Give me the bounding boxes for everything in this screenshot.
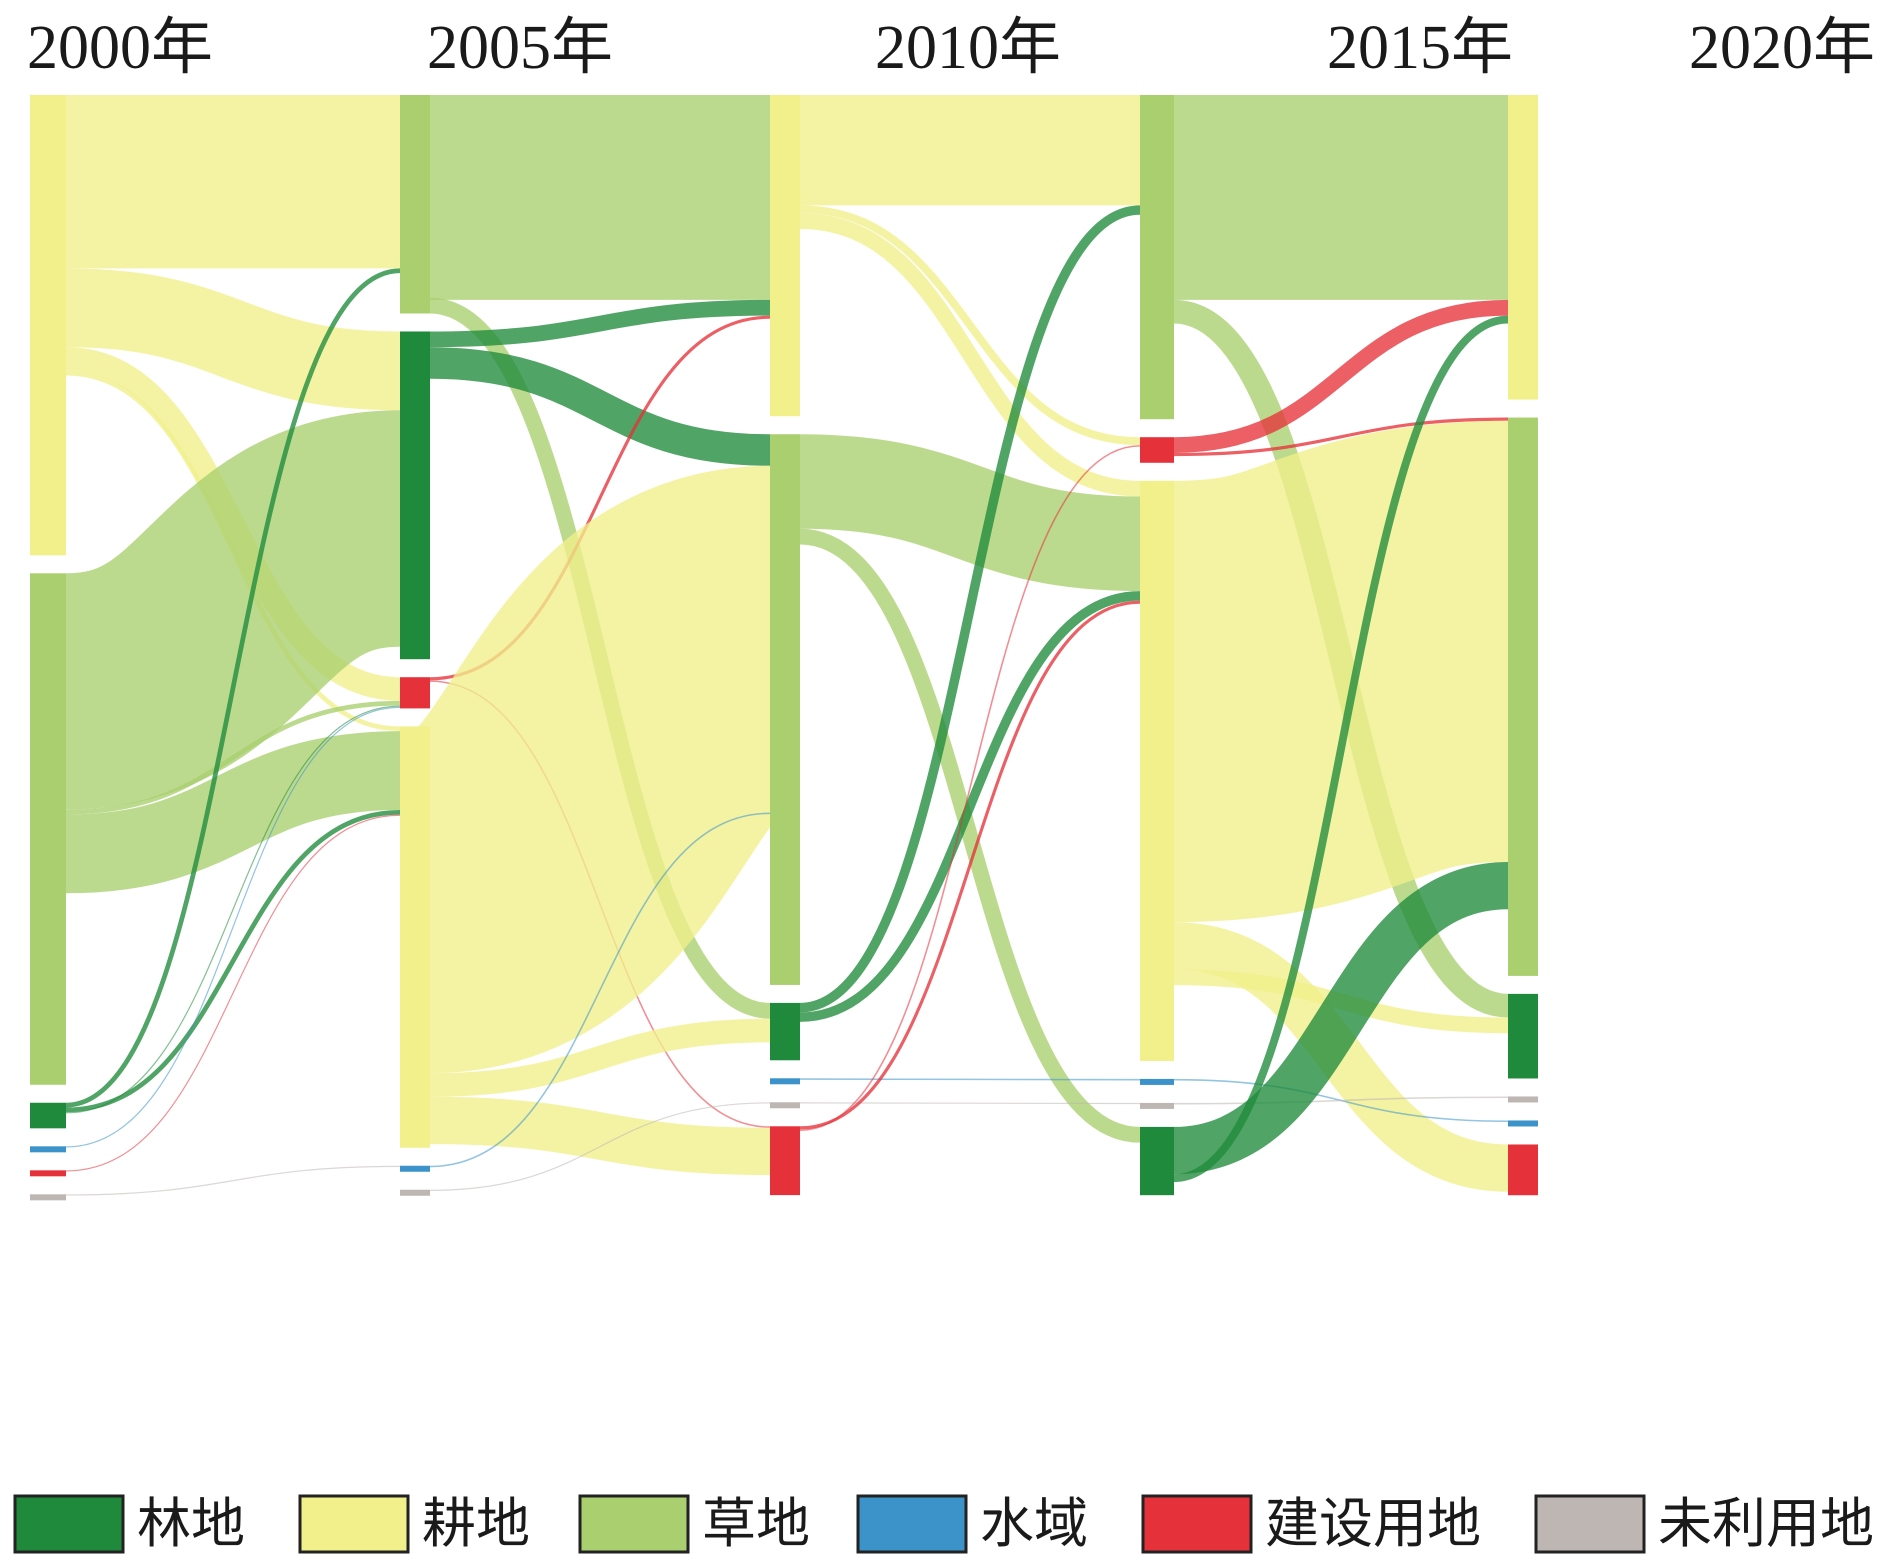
node-2005-built — [400, 677, 430, 709]
legend-swatch-forest — [13, 1494, 125, 1554]
node-2010-cropland — [770, 95, 800, 417]
node-2015-forest — [1140, 1126, 1174, 1196]
flow-link-2000-water-to-2005-built — [65, 706, 401, 1148]
node-2010-forest — [770, 1002, 800, 1061]
legend-swatch-built — [1141, 1494, 1253, 1554]
flow-link-2005-forest-to-2010-grassland — [429, 347, 771, 466]
legend-label-grassland: 草地 — [702, 1492, 810, 1555]
legend-item-water: 水域 — [856, 1492, 1088, 1555]
flow-link-2000-cropland-to-2005-forest — [65, 268, 401, 411]
legend-label-forest: 林地 — [137, 1492, 245, 1555]
flow-link-2005-forest-to-2010-cropland — [429, 299, 771, 348]
flow-link-2010-forest-to-2015-grassland — [799, 205, 1141, 1013]
land-use-nodes — [30, 95, 1538, 1201]
flow-link-2010-grassland-to-2015-forest — [799, 528, 1141, 1143]
flow-link-2010-built-to-2015-cropland — [799, 600, 1141, 1130]
node-2000-water — [30, 1146, 66, 1153]
node-2000-grassland — [30, 573, 66, 1085]
legend: 林地 耕地 草地 水域 建设用地 未利用地 — [13, 1492, 1874, 1555]
flow-link-2000-built-to-2005-cropland — [65, 814, 401, 1172]
flow-link-2015-forest-to-2020-cropland — [1173, 315, 1509, 1183]
flow-link-2005-cropland-to-2010-grassland — [405, 465, 795, 1074]
flow-link-2010-unused-to-2015-unused — [799, 1102, 1141, 1105]
legend-label-unused: 未利用地 — [1658, 1492, 1874, 1555]
legend-item-grassland: 草地 — [578, 1492, 810, 1555]
node-2010-built — [770, 1126, 800, 1196]
flow-link-2000-grassland-to-2005-built — [65, 700, 401, 815]
flow-link-2010-water-to-2015-water — [799, 1078, 1141, 1081]
node-2015-cropland — [1140, 480, 1174, 1061]
node-2010-grassland — [770, 434, 800, 985]
node-2000-unused — [30, 1194, 66, 1201]
flow-link-2000-grassland-to-2005-forest — [61, 410, 405, 810]
legend-item-built: 建设用地 — [1141, 1492, 1481, 1555]
node-2015-water — [1140, 1078, 1174, 1085]
flow-link-2005-water-to-2010-grassland — [429, 812, 771, 1168]
legend-swatch-cropland — [298, 1494, 410, 1554]
legend-item-unused: 未利用地 — [1534, 1492, 1874, 1555]
legend-swatch-unused — [1534, 1494, 1646, 1554]
flow-link-2010-grassland-to-2015-cropland — [799, 434, 1141, 592]
legend-item-forest: 林地 — [13, 1492, 245, 1555]
legend-label-cropland: 耕地 — [422, 1492, 530, 1555]
node-2020-water — [1508, 1120, 1538, 1127]
node-2020-forest — [1508, 993, 1538, 1079]
legend-swatch-grassland — [578, 1494, 690, 1554]
year-label-2010: 2010年 — [875, 14, 1061, 82]
year-label-2015: 2015年 — [1327, 14, 1513, 82]
node-2015-built — [1140, 437, 1174, 463]
legend-label-water: 水域 — [980, 1492, 1088, 1555]
year-label-2000: 2000年 — [27, 14, 213, 82]
flow-link-2005-unused-to-2010-unused — [429, 1102, 771, 1191]
flow-link-2005-cropland-to-2010-built — [429, 1096, 771, 1176]
flow-link-2015-cropland-to-2020-grassland — [1170, 420, 1512, 923]
node-2005-water — [400, 1165, 430, 1172]
node-2015-grassland — [1140, 95, 1174, 420]
flow-link-2000-forest-to-2005-grassland — [65, 268, 401, 1108]
node-2000-built — [30, 1170, 66, 1177]
node-2020-built — [1508, 1144, 1538, 1196]
node-2005-forest — [400, 331, 430, 660]
node-2010-unused — [770, 1102, 800, 1109]
legend-swatch-water — [856, 1494, 968, 1554]
year-labels: 2000年 2005年 2010年 2015年 2020年 — [27, 14, 1875, 82]
flow-link-2015-built-to-2020-cropland — [1173, 299, 1509, 453]
flow-link-2015-built-to-2020-grassland — [1173, 417, 1509, 457]
flow-link-2000-forest-to-2005-cropland — [65, 809, 401, 1113]
flow-link-2010-forest-to-2015-cropland — [799, 591, 1141, 1022]
flow-link-2000-unused-to-2005-water — [65, 1165, 401, 1196]
flow-links — [61, 94, 1512, 1196]
flow-link-2010-cropland-to-2015-cropland — [799, 213, 1141, 497]
node-2000-cropland — [30, 95, 66, 556]
flow-link-2000-forest-to-2005-built — [65, 705, 401, 1114]
year-label-2005: 2005年 — [427, 14, 613, 82]
node-2010-water — [770, 1078, 800, 1085]
flow-link-2000-grassland-to-2005-cropland — [65, 731, 401, 894]
flow-link-2015-unused-to-2020-unused — [1173, 1096, 1509, 1105]
node-2005-cropland — [400, 726, 430, 1148]
flow-link-2005-cropland-to-2010-forest — [429, 1018, 771, 1097]
legend-label-built: 建设用地 — [1265, 1492, 1481, 1555]
node-2020-cropland — [1508, 95, 1538, 400]
flow-link-2010-built-to-2015-built — [799, 445, 1141, 1132]
node-2015-unused — [1140, 1102, 1174, 1109]
node-2020-unused — [1508, 1096, 1538, 1103]
legend-item-cropland: 耕地 — [298, 1492, 530, 1555]
flow-link-2010-cropland-to-2015-built — [799, 205, 1141, 446]
year-label-2020: 2020年 — [1689, 14, 1875, 82]
node-2000-forest — [30, 1102, 66, 1129]
node-2020-grassland — [1508, 417, 1538, 976]
node-2005-grassland — [400, 95, 430, 314]
node-2005-unused — [400, 1189, 430, 1196]
